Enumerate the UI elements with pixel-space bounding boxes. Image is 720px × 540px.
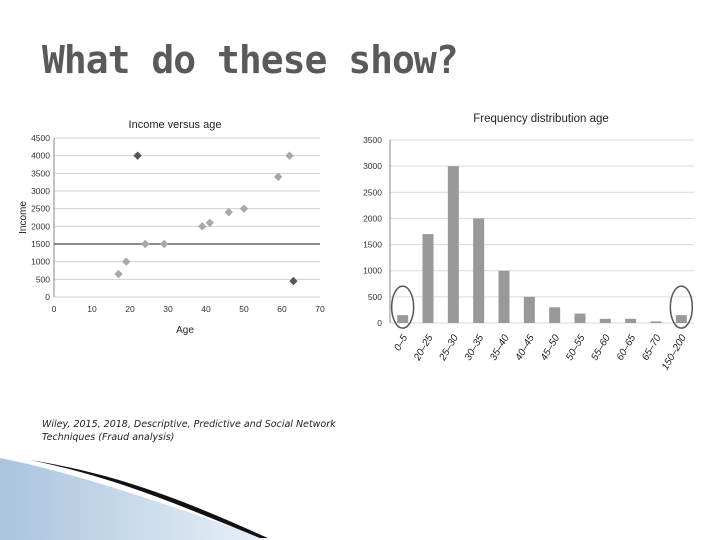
x-tick-label: 60–65 (615, 333, 639, 363)
bar (675, 315, 687, 323)
bar (574, 313, 586, 323)
data-point (285, 151, 294, 160)
y-tick-label: 1500 (31, 239, 50, 249)
y-tick-label: 3000 (363, 161, 382, 171)
x-tick-label: 0–5 (392, 333, 410, 353)
y-tick-label: 0 (45, 292, 50, 302)
bar (549, 307, 561, 323)
x-tick-label: 30 (163, 304, 173, 314)
bar (498, 270, 510, 323)
outlier-point (289, 276, 298, 286)
y-tick-label: 2000 (363, 213, 382, 223)
y-tick-label: 3000 (31, 186, 50, 196)
bar (447, 166, 459, 323)
y-tick-label: 1000 (363, 266, 382, 276)
frequency-distribution-chart: Frequency distribution age 0 500 1000 1500 20… (363, 113, 694, 373)
data-point (198, 222, 207, 231)
data-point (122, 257, 131, 266)
y-tick-label: 3500 (31, 168, 50, 178)
citation-text: Wiley, 2015, 2018, Descriptive, Predicti… (42, 419, 336, 443)
x-tick-label: 40 (201, 304, 211, 314)
y-tick-label: 1000 (31, 257, 50, 267)
chart-title: Income versus age (129, 119, 222, 131)
slide-title: What do these show? (42, 38, 459, 82)
blue-swoosh (0, 458, 270, 540)
data-point (224, 208, 233, 217)
x-tick-label: 55–60 (589, 333, 613, 363)
income-vs-age-chart: Income versus age05001000150020002500300… (18, 119, 325, 336)
data-point (141, 239, 150, 249)
y-tick-label: 2500 (363, 187, 382, 197)
y-tick-label: 2500 (31, 204, 50, 214)
x-tick-label: 30–35 (463, 333, 487, 363)
bar (422, 234, 434, 323)
x-tick-label: 65–70 (640, 333, 664, 363)
highlight-circle (390, 285, 415, 329)
y-tick-label: 0 (377, 318, 382, 328)
data-point (205, 218, 214, 227)
y-tick-label: 500 (36, 274, 50, 284)
x-tick-label: 50–55 (564, 333, 588, 363)
bar (397, 315, 409, 323)
outlier-point (133, 151, 142, 160)
x-tick-label: 150–200 (660, 333, 689, 373)
x-tick-label: 0 (52, 304, 57, 314)
chart-title: Frequency distribution age (473, 113, 609, 125)
y-axis-label: Income (18, 201, 29, 234)
x-tick-label: 20–25 (412, 333, 436, 364)
x-tick-label: 40–45 (513, 333, 537, 363)
bar (625, 318, 637, 323)
highlight-circle (669, 285, 694, 329)
y-tick-label: 4000 (31, 151, 50, 161)
x-tick-label: 35–40 (488, 333, 512, 363)
bar (599, 318, 611, 323)
bar (650, 321, 662, 323)
black-swoosh (30, 460, 268, 538)
y-tick-label: 3500 (363, 135, 382, 145)
data-point (114, 269, 123, 279)
x-tick-label: 10 (87, 304, 97, 314)
x-tick-label: 50 (239, 304, 249, 314)
x-tick-label: 70 (315, 304, 325, 314)
x-axis-label: Age (176, 325, 194, 336)
x-tick-label: 60 (277, 304, 287, 314)
bar (523, 296, 535, 323)
x-tick-label: 45–50 (539, 333, 563, 363)
data-point (274, 172, 283, 182)
y-tick-label: 2000 (31, 221, 50, 231)
y-tick-label: 4500 (31, 133, 50, 143)
data-point (160, 239, 169, 249)
y-tick-label: 500 (368, 292, 382, 302)
data-point (239, 204, 249, 213)
y-tick-label: 1500 (363, 240, 382, 250)
decorative-corner-swoosh (0, 458, 270, 540)
x-tick-label: 25–30 (437, 333, 461, 364)
bar (473, 218, 485, 323)
x-tick-label: 20 (125, 304, 135, 314)
